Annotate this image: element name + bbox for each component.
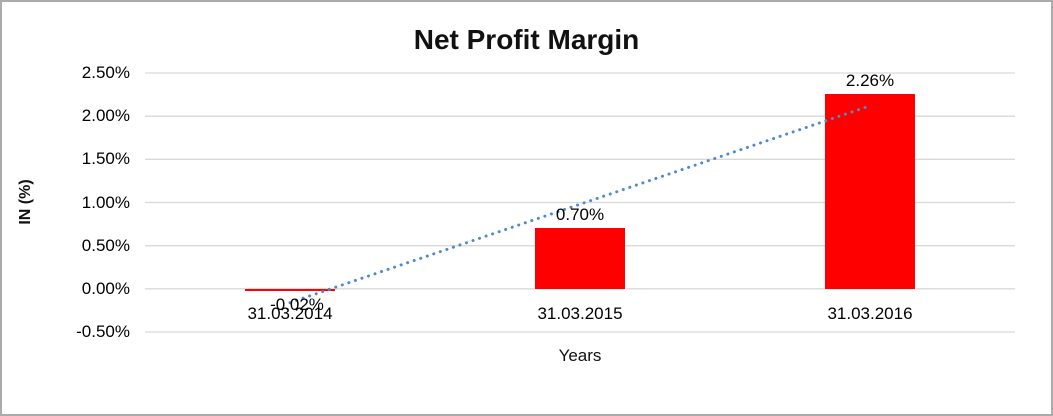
y-tick-label: 1.50% [81, 149, 130, 169]
bar-data-label: 0.70% [555, 205, 605, 225]
y-tick-label: 0.00% [81, 278, 130, 298]
y-tick-label: 2.50% [81, 63, 130, 82]
bar-data-label: -0.02% [270, 294, 324, 314]
y-tick-label: 1.00% [81, 192, 130, 212]
bar [535, 228, 625, 289]
bar [245, 288, 335, 291]
x-category-label: 31.03.2016 [827, 303, 913, 323]
x-category-label: 31.03.2014 [247, 303, 333, 323]
y-tick-label: 2.00% [81, 106, 130, 126]
x-axis-title: Years [558, 346, 602, 365]
y-tick-label: 0.50% [81, 235, 130, 255]
x-category-label: 31.03.2015 [537, 303, 623, 323]
y-tick-label: -0.50% [76, 322, 130, 341]
bar-data-label: 2.26% [845, 70, 895, 90]
chart-title: Net Profit Margin [413, 24, 640, 55]
bar [825, 93, 915, 289]
